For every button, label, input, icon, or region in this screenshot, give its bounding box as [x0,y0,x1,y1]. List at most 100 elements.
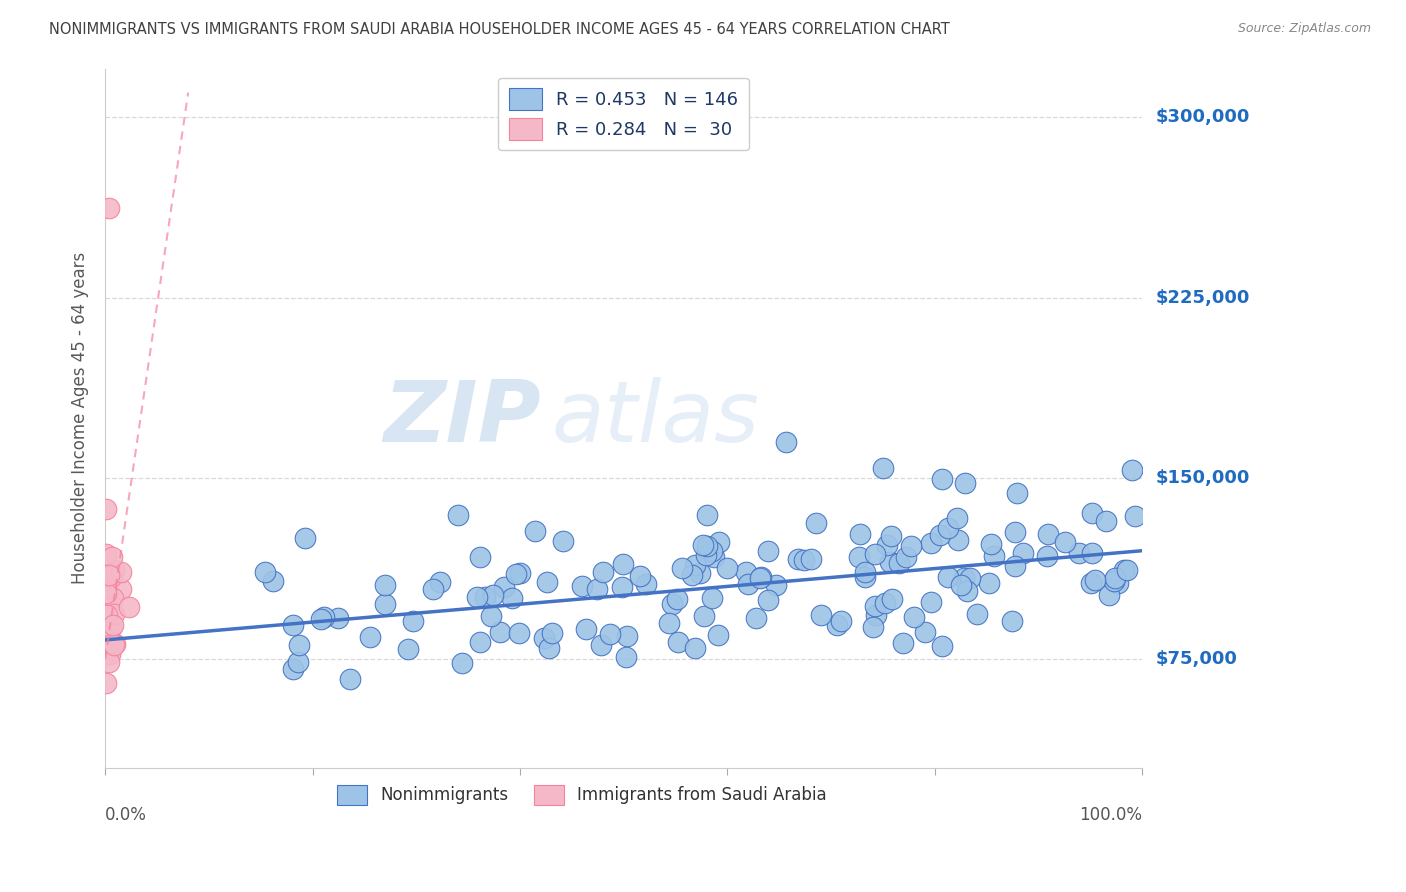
Point [931,472,953,486]
Point [1067,546,1090,560]
Point [287,655,309,669]
Point [758,593,780,607]
Point [537,640,560,655]
Point [374,597,396,611]
Point [470,550,492,565]
Point [959,571,981,585]
Point [894,550,917,565]
Point [465,590,488,604]
Point [707,628,730,642]
Point [309,612,332,626]
Point [862,620,884,634]
Text: $150,000: $150,000 [1156,469,1250,487]
Point [1011,546,1033,560]
Point [508,626,530,640]
Point [671,561,693,575]
Point [695,548,717,562]
Point [429,575,451,590]
Point [665,592,688,607]
Point [946,533,969,547]
Point [683,640,706,655]
Point [451,657,474,671]
Point [359,630,381,644]
Point [683,558,706,572]
Point [571,578,593,592]
Point [422,582,444,596]
Legend: Nonimmigrants, Immigrants from Saudi Arabia: Nonimmigrants, Immigrants from Saudi Ara… [330,778,834,812]
Point [281,618,304,632]
Point [110,582,132,597]
Point [953,571,976,585]
Point [474,591,496,605]
Point [1004,525,1026,540]
Point [945,510,967,524]
Point [696,540,718,554]
Point [1098,588,1121,602]
Point [281,662,304,676]
Point [96,623,118,637]
Point [929,527,952,541]
Point [658,616,681,631]
Point [101,591,124,605]
Point [1123,508,1146,523]
Point [610,580,633,594]
Text: $75,000: $75,000 [1156,650,1237,668]
Point [599,627,621,641]
Text: ZIP: ZIP [382,376,541,459]
Point [700,543,723,558]
Point [103,636,125,650]
Point [468,635,491,649]
Point [1036,549,1059,564]
Point [1112,564,1135,578]
Point [748,571,770,585]
Point [591,638,613,652]
Y-axis label: Householder Income Ages 45 - 64 years: Householder Income Ages 45 - 64 years [72,252,89,584]
Point [661,597,683,611]
Point [96,582,118,596]
Point [482,588,505,602]
Point [900,539,922,553]
Point [734,565,756,579]
Point [262,574,284,589]
Point [100,640,122,655]
Point [872,461,894,475]
Point [737,577,759,591]
Point [848,549,870,564]
Point [1081,506,1104,520]
Point [936,520,959,534]
Point [920,535,942,549]
Point [628,568,651,582]
Point [634,576,657,591]
Point [666,634,689,648]
Point [853,570,876,584]
Point [612,557,634,571]
Point [806,516,828,530]
Point [876,538,898,552]
Text: NONIMMIGRANTS VS IMMIGRANTS FROM SAUDI ARABIA HOUSEHOLDER INCOME AGES 45 - 64 YE: NONIMMIGRANTS VS IMMIGRANTS FROM SAUDI A… [49,22,950,37]
Text: $225,000: $225,000 [1156,289,1250,307]
Point [696,508,718,522]
Point [401,614,423,628]
Text: Source: ZipAtlas.com: Source: ZipAtlas.com [1237,22,1371,36]
Point [614,650,637,665]
Point [1007,486,1029,500]
Point [96,583,118,598]
Point [765,578,787,592]
Point [533,631,555,645]
Point [101,618,124,632]
Point [294,531,316,545]
Point [882,592,904,607]
Point [800,552,823,566]
Point [339,672,361,686]
Point [853,566,876,580]
Point [903,609,925,624]
Point [553,533,575,548]
Point [479,609,502,624]
Point [983,549,1005,564]
Point [756,544,779,558]
Point [1054,534,1077,549]
Text: 100.0%: 100.0% [1080,806,1142,824]
Point [865,547,887,561]
Point [505,567,527,582]
Text: atlas: atlas [551,376,759,459]
